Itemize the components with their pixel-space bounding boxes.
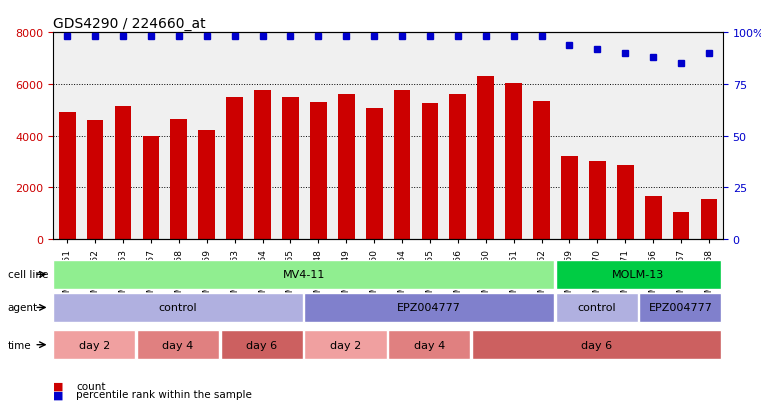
Text: count: count <box>76 381 106 391</box>
Text: day 2: day 2 <box>330 340 361 350</box>
Bar <box>701 199 718 240</box>
Text: control: control <box>159 303 197 313</box>
Text: day 4: day 4 <box>413 340 445 350</box>
Bar <box>617 166 634 240</box>
Text: control: control <box>578 303 616 313</box>
Text: ■: ■ <box>53 389 64 399</box>
Bar <box>450 95 466 240</box>
Bar <box>338 95 355 240</box>
Text: MV4-11: MV4-11 <box>282 270 325 280</box>
Bar <box>87 121 103 240</box>
Text: ■: ■ <box>53 381 64 391</box>
Text: day 4: day 4 <box>162 340 194 350</box>
Bar <box>142 136 159 240</box>
Text: day 6: day 6 <box>581 340 612 350</box>
Text: percentile rank within the sample: percentile rank within the sample <box>76 389 252 399</box>
Text: cell line: cell line <box>8 270 48 280</box>
Text: day 2: day 2 <box>78 340 110 350</box>
Bar <box>589 162 606 240</box>
Text: EPZ004777: EPZ004777 <box>397 303 461 313</box>
Bar <box>673 212 689 240</box>
Bar <box>561 157 578 240</box>
Bar <box>422 104 438 240</box>
Text: GDS4290 / 224660_at: GDS4290 / 224660_at <box>53 17 206 31</box>
Text: MOLM-13: MOLM-13 <box>613 270 664 280</box>
Bar <box>170 119 187 240</box>
Bar <box>254 91 271 240</box>
Bar <box>115 107 132 240</box>
Bar <box>505 83 522 240</box>
Bar <box>59 113 75 240</box>
Bar <box>477 77 494 240</box>
Bar <box>199 131 215 240</box>
Text: time: time <box>8 340 31 350</box>
Bar <box>226 97 243 240</box>
Bar <box>366 109 383 240</box>
Text: day 6: day 6 <box>247 340 277 350</box>
Bar <box>533 102 550 240</box>
Bar <box>393 91 410 240</box>
Text: agent: agent <box>8 303 38 313</box>
Bar <box>645 197 661 240</box>
Bar <box>310 103 326 240</box>
Bar <box>282 97 299 240</box>
Text: EPZ004777: EPZ004777 <box>648 303 712 313</box>
